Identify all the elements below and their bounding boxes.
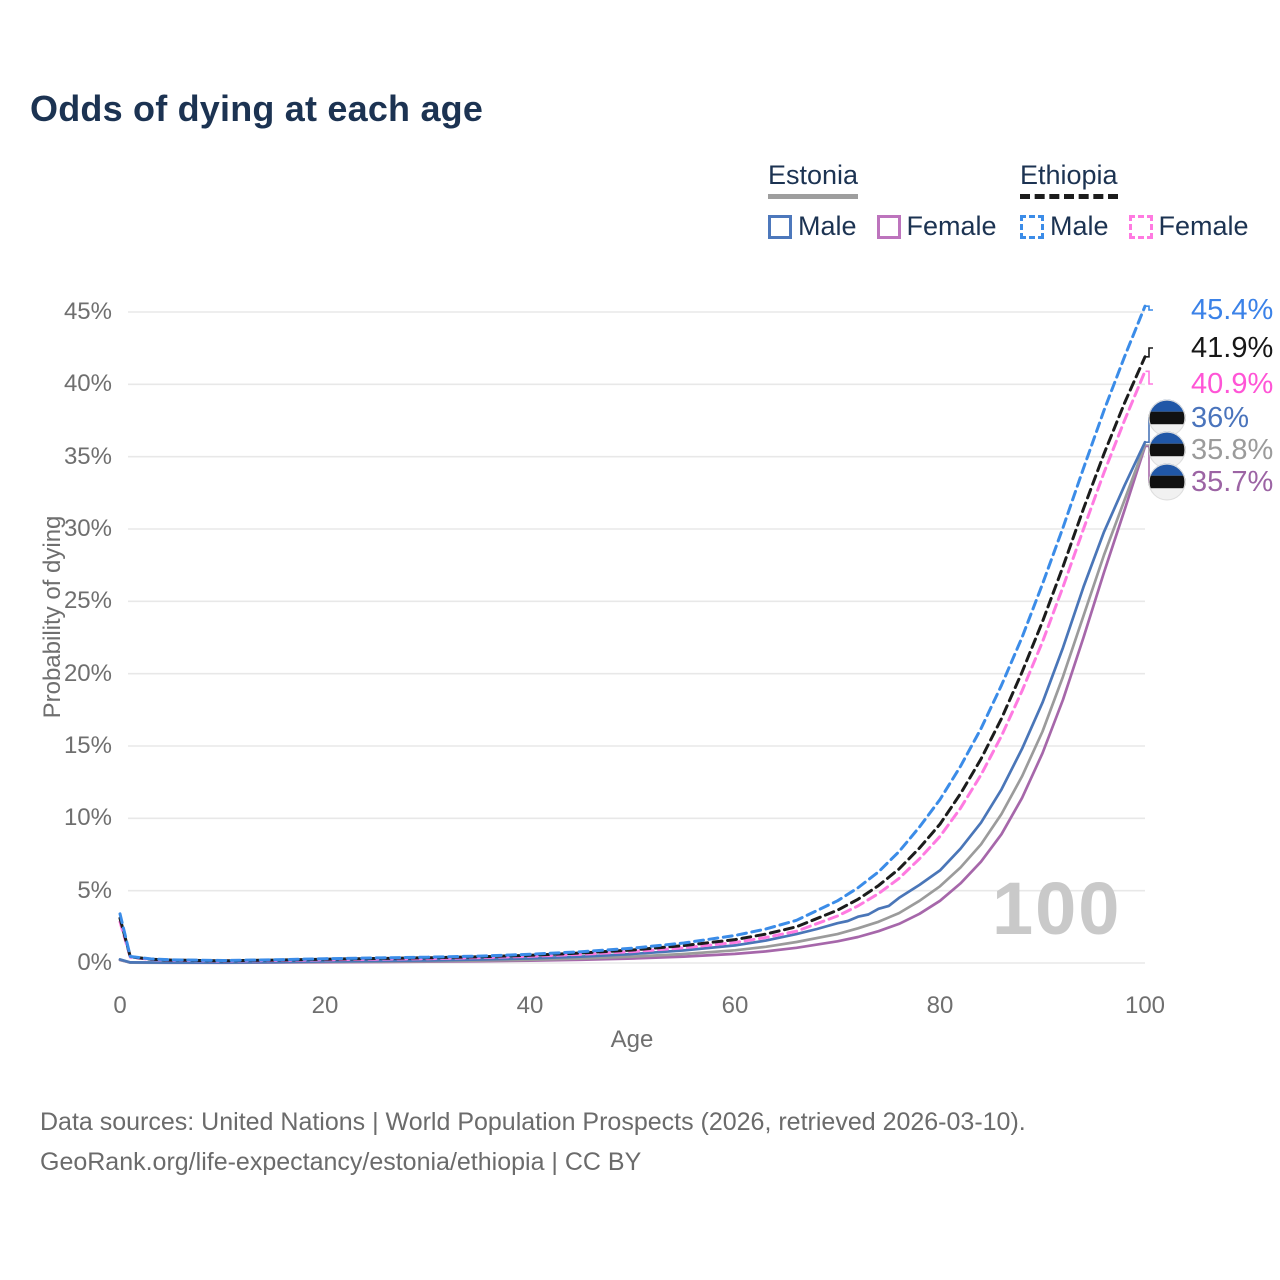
end-label-ethiopia-both[interactable]: 41.9% xyxy=(1148,329,1273,367)
y-tick-label: 35% xyxy=(63,442,112,470)
legend-ethiopia-female[interactable]: Female xyxy=(1128,211,1249,242)
legend-ethiopia-title: Ethiopia xyxy=(1020,160,1118,199)
legend-estonia-title: Estonia xyxy=(768,160,859,199)
leader-line-ethiopia-female xyxy=(1145,370,1153,385)
y-tick-label: 25% xyxy=(63,587,112,615)
series-line-estonia-male[interactable] xyxy=(118,440,1147,964)
attribution-note: GeoRank.org/life-expectancy/estonia/ethi… xyxy=(40,1148,642,1176)
estonia-flag-icon xyxy=(1148,399,1186,437)
end-label-estonia-female[interactable]: 35.7% xyxy=(1148,463,1273,501)
legend-ethiopia-male[interactable]: Male xyxy=(1020,211,1109,242)
end-label-ethiopia-female[interactable]: 40.9% xyxy=(1148,365,1273,403)
y-tick-label: 30% xyxy=(63,515,112,542)
y-tick-label: 0% xyxy=(77,949,112,976)
x-tick-label: 40 xyxy=(516,992,544,1019)
ethiopia-flag-icon xyxy=(1148,329,1186,367)
series-line-ethiopia-male[interactable] xyxy=(118,304,1147,962)
estonia-flag-icon xyxy=(1148,431,1186,469)
y-tick-label: 45% xyxy=(63,298,112,325)
end-label-estonia-male[interactable]: 36% xyxy=(1148,399,1249,437)
legend-estonia-group: Estonia Male Female xyxy=(768,160,997,242)
end-label-estonia-both[interactable]: 35.8% xyxy=(1148,431,1273,469)
series-line-ethiopia-both[interactable] xyxy=(118,355,1147,963)
y-tick-label: 20% xyxy=(63,659,112,687)
end-value-label: 35.7% xyxy=(1191,465,1274,498)
end-label-ethiopia-male[interactable]: 45.4% xyxy=(1148,291,1273,329)
estonia-female-swatch-icon[interactable] xyxy=(876,214,901,239)
leader-line-ethiopia-both xyxy=(1145,347,1153,358)
x-tick-label: 100 xyxy=(1124,992,1166,1019)
end-value-label: 35.8% xyxy=(1191,433,1274,466)
x-tick-label: 60 xyxy=(721,992,749,1019)
end-value-label: 40.9% xyxy=(1191,367,1274,400)
x-tick-label: 80 xyxy=(926,992,954,1019)
estonia-male-swatch-icon[interactable] xyxy=(768,214,792,239)
ethiopia-female-swatch-icon[interactable] xyxy=(1128,214,1153,239)
y-tick-label: 5% xyxy=(77,876,112,904)
x-tick-label: 0 xyxy=(113,992,127,1019)
ethiopia-flag-icon xyxy=(1148,365,1186,403)
legend-estonia-female[interactable]: Female xyxy=(876,211,997,242)
ethiopia-flag-icon xyxy=(1148,291,1186,329)
legend-estonia-male[interactable]: Male xyxy=(768,211,857,242)
legend-ethiopia-group: Ethiopia Male Female xyxy=(1020,160,1249,242)
end-value-label: 41.9% xyxy=(1191,331,1274,364)
ethiopia-male-swatch-icon[interactable] xyxy=(1020,214,1044,239)
end-value-label: 45.4% xyxy=(1191,293,1274,326)
estonia-flag-icon xyxy=(1148,463,1186,501)
y-tick-label: 10% xyxy=(63,804,112,832)
y-tick-label: 15% xyxy=(63,732,112,759)
x-axis-title: Age xyxy=(610,1026,654,1053)
watermark-100: 100 xyxy=(992,867,1122,950)
leader-line-ethiopia-male xyxy=(1145,305,1153,311)
x-tick-label: 20 xyxy=(311,992,339,1019)
y-tick-label: 40% xyxy=(63,370,112,398)
page-title: Odds of dying at each age xyxy=(30,88,484,129)
end-value-label: 36% xyxy=(1191,401,1250,434)
data-sources-note: Data sources: United Nations | World Pop… xyxy=(40,1108,1026,1136)
